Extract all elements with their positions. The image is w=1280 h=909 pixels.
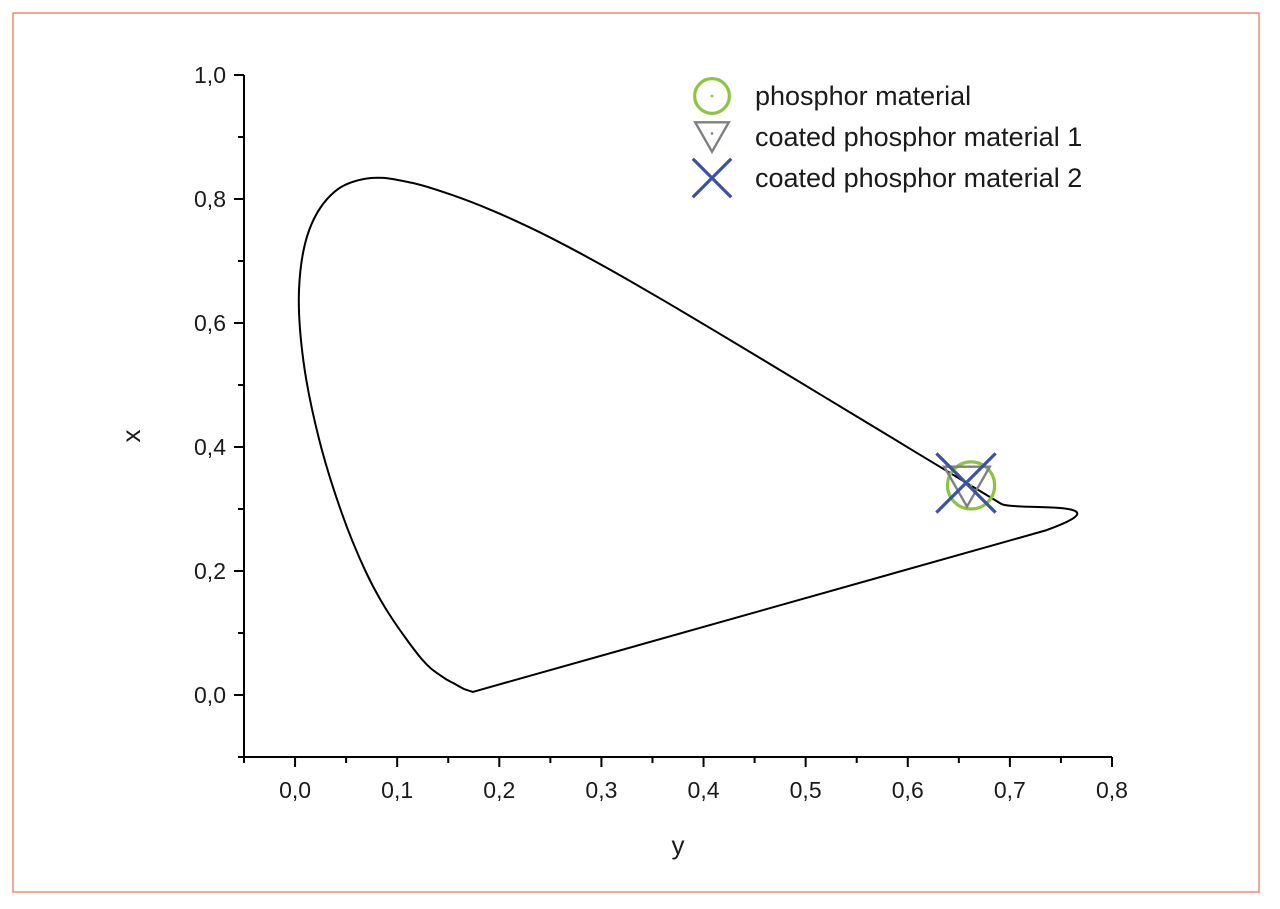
y-tick-label: 0,6: [194, 310, 226, 336]
x-tick-label: 0,5: [790, 777, 822, 803]
spectral-locus-layer: [297, 176, 1079, 693]
x-tick-label: 0,0: [279, 777, 311, 803]
y-tick-label: 0,0: [194, 682, 226, 708]
data-marks-layer: [935, 452, 997, 514]
x-tick-label: 0,4: [688, 777, 720, 803]
legend-label-series-3: coated phosphor material 2: [755, 163, 1082, 193]
legend-marker-series-1: [693, 77, 731, 115]
data-point-series-1: [945, 460, 997, 511]
figure-frame: [12, 12, 1260, 893]
y-tick-label: 1,0: [194, 62, 226, 88]
axes: 0,0 0,1 0,2 0,3 0,4 0,5 0,6 0,7 0,8 0,0 0,2 0,4 0,6 0…: [194, 62, 1128, 803]
legend-label-series-1: phosphor material: [755, 81, 971, 111]
legend-marker-series-3: [691, 157, 733, 199]
spectral-locus-outline: [297, 176, 1079, 693]
x-tick-label: 0,1: [381, 777, 413, 803]
x-tick-label: 0,3: [585, 777, 617, 803]
y-tick-label: 0,2: [194, 558, 226, 584]
legend-label-series-2: coated phosphor material 1: [755, 122, 1082, 152]
legend-marker-series-2: [693, 121, 731, 155]
data-point-series-2: [942, 465, 992, 510]
x-axis-label: y: [672, 830, 685, 860]
y-axis-label: x: [116, 430, 146, 443]
legend-marker-series-1-center-dot: [710, 94, 714, 98]
x-tick-label: 0,8: [1096, 777, 1128, 803]
legend: phosphor material coated phosphor materia…: [691, 77, 1082, 199]
data-point-series-3: [935, 452, 997, 514]
y-tick-label: 0,8: [194, 186, 226, 212]
legend-marker-series-2-center-dot: [710, 132, 714, 135]
x-tick-label: 0,6: [892, 777, 924, 803]
x-tick-label: 0,2: [483, 777, 515, 803]
y-tick-label: 0,4: [194, 434, 226, 460]
x-tick-label: 0,7: [994, 777, 1026, 803]
